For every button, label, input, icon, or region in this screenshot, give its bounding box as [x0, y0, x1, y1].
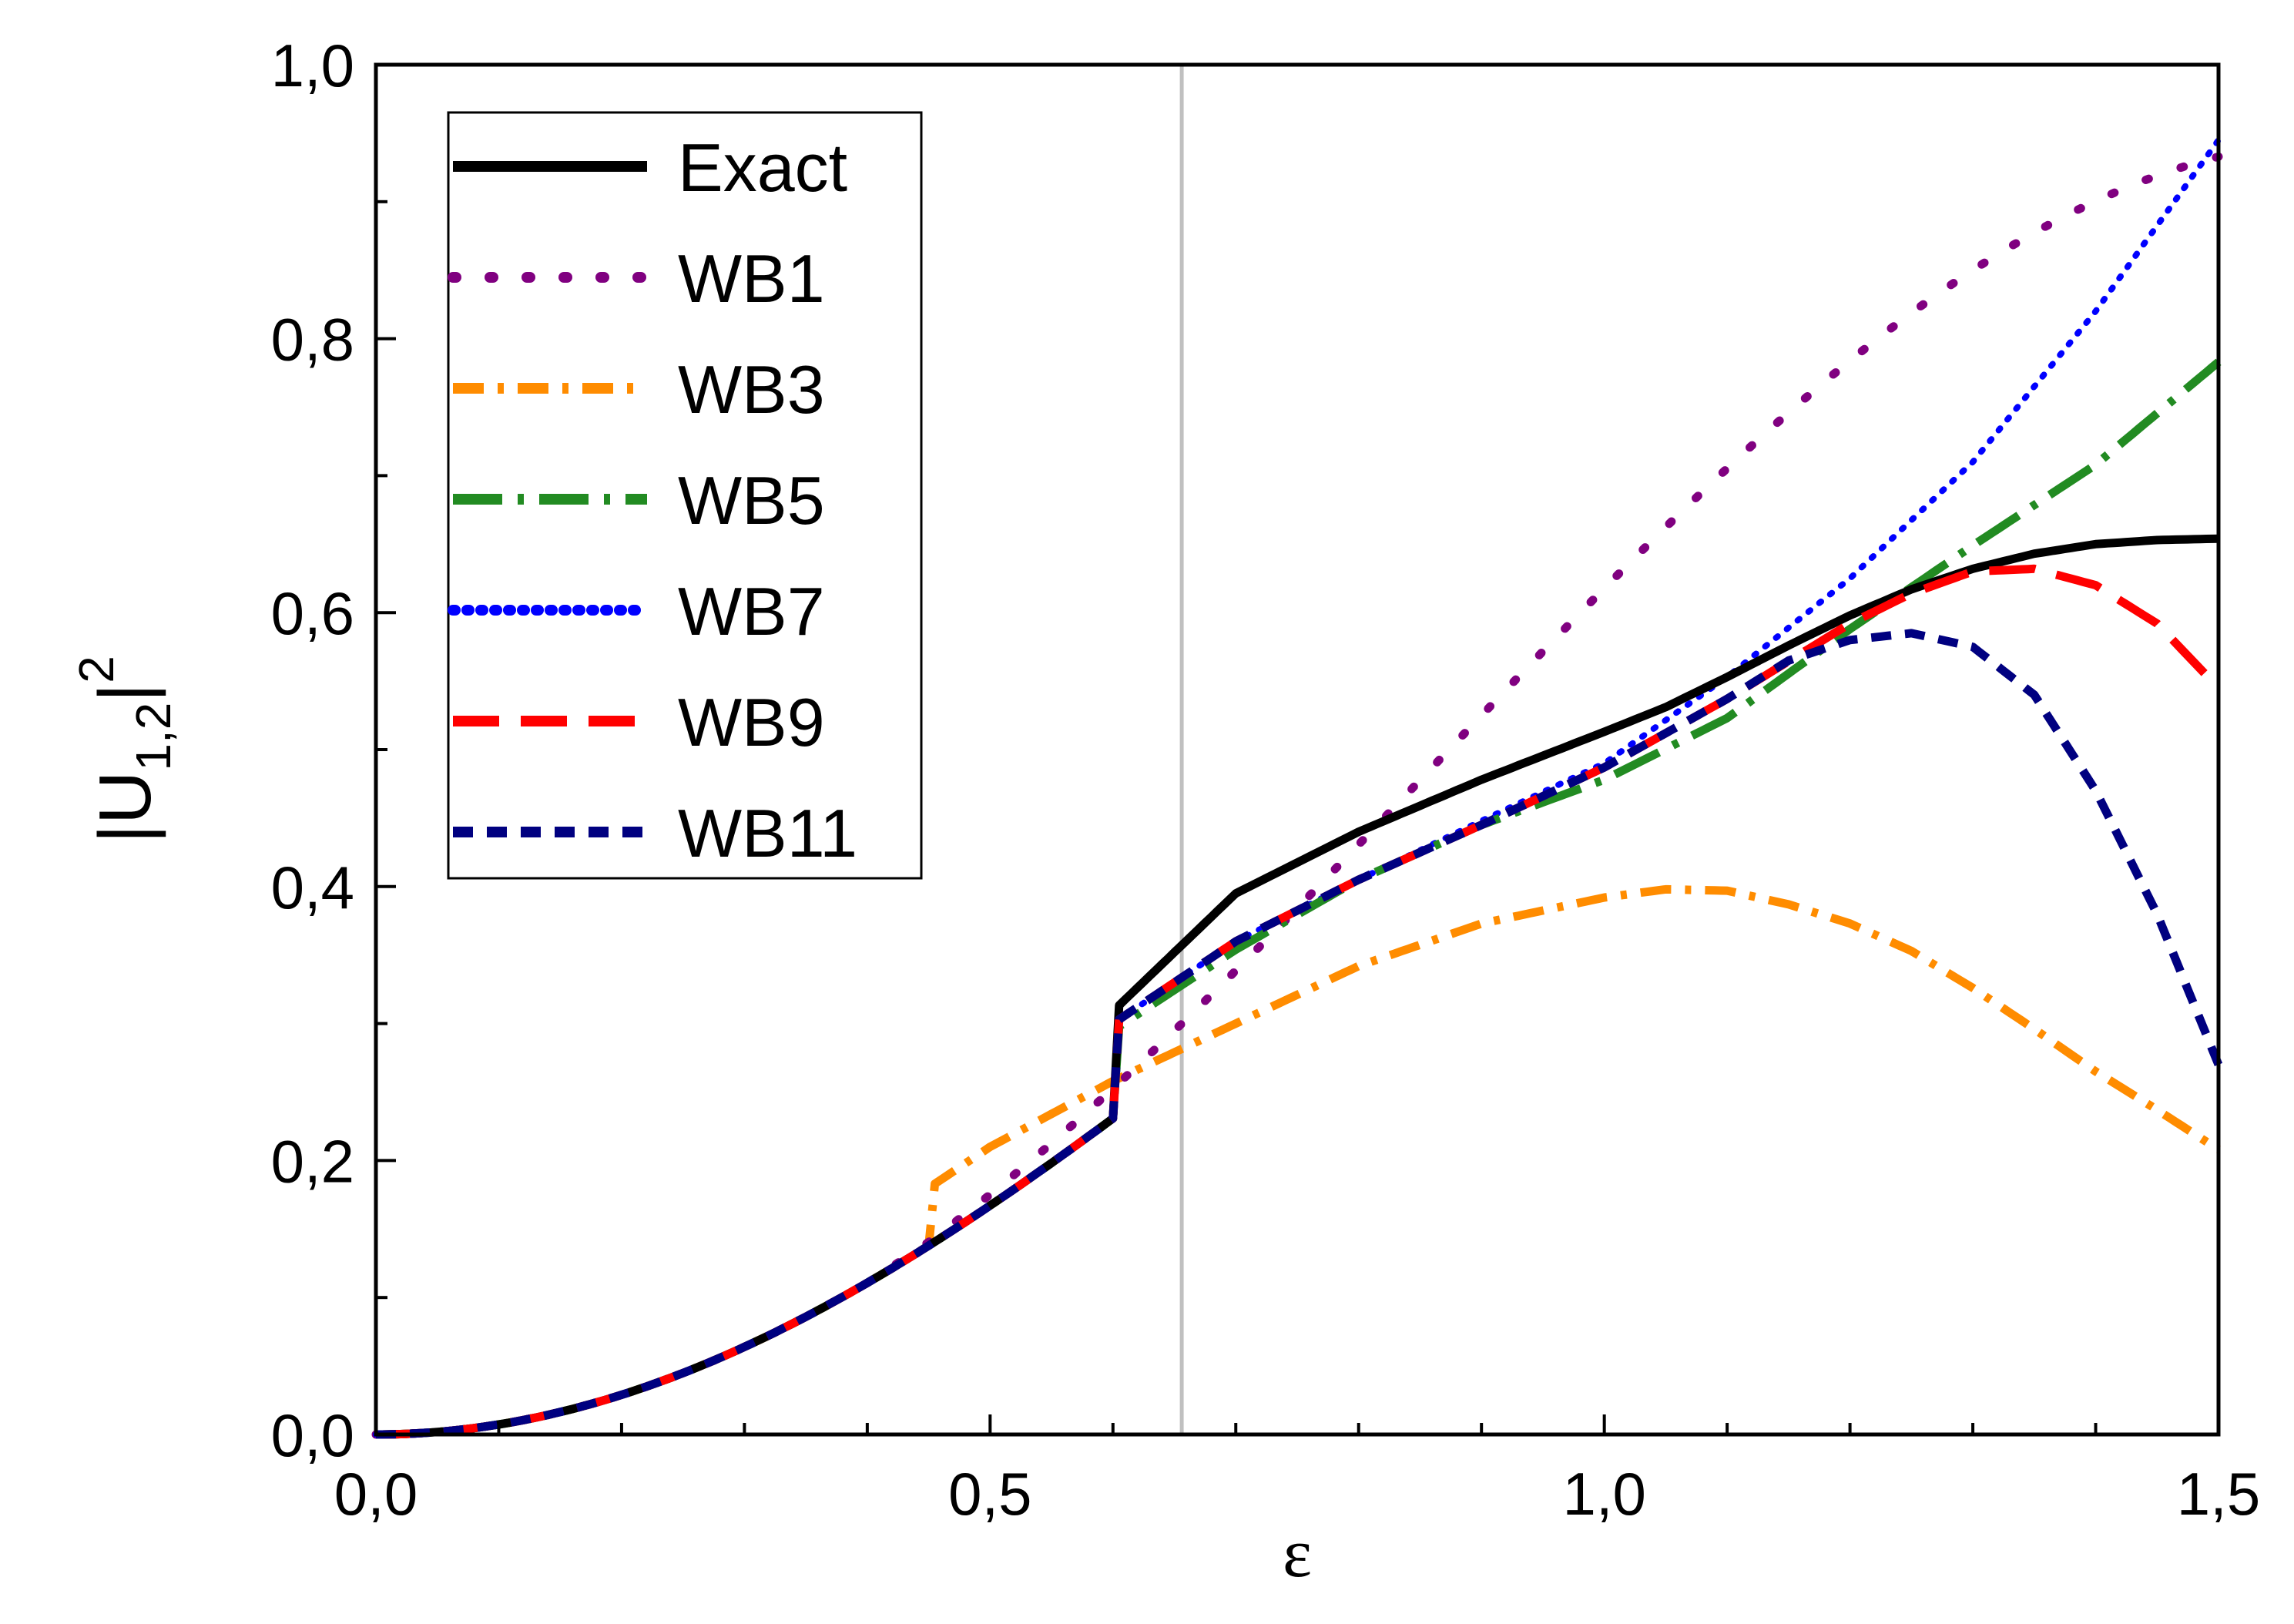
series-line-wb3 [376, 884, 2221, 1439]
legend-label-wb7: WB7 [678, 573, 825, 649]
legend-label-wb9: WB9 [678, 684, 825, 760]
legend: Exact WB1 WB3 WB5 WB7 WB9 WB11 [447, 111, 923, 880]
y-tick-label: 0,6 [271, 579, 354, 647]
x-tick-label: 1,0 [1562, 1460, 1645, 1528]
y-tick-label: 0,8 [271, 306, 354, 374]
x-tick-label: 0,0 [334, 1460, 418, 1528]
y-tick-label: 0,2 [271, 1127, 354, 1195]
legend-box [447, 111, 923, 880]
y-axis-title-sup: 2 [69, 656, 124, 683]
x-tick-label: 1,5 [2177, 1460, 2260, 1528]
y-axis-title-tail: | [84, 683, 166, 703]
chart-series-layer [371, 136, 2223, 1439]
y-tick-label: 0,0 [271, 1401, 354, 1469]
legend-label-wb3: WB3 [678, 351, 825, 428]
legend-label-wb1: WB1 [678, 240, 825, 317]
axis-ticks: 0,0 0,5 1,0 1,5 0,0 0,2 0,4 0,6 0,8 1,0 [271, 32, 2261, 1528]
series-line-wb11 [376, 629, 2223, 1439]
y-axis-title-sub: 1,2 [126, 703, 181, 771]
y-axis-title: |U1,2|2 [69, 656, 181, 844]
legend-label-wb5: WB5 [678, 462, 825, 539]
y-axis-title-base: |U [84, 771, 166, 844]
x-axis-title: ε [1283, 1515, 1312, 1592]
x-tick-label: 0,5 [948, 1460, 1031, 1528]
legend-label-wb11: WB11 [678, 795, 857, 871]
y-tick-label: 0,4 [271, 854, 354, 921]
y-tick-label: 1,0 [271, 32, 354, 99]
legend-label-exact: Exact [678, 129, 847, 206]
